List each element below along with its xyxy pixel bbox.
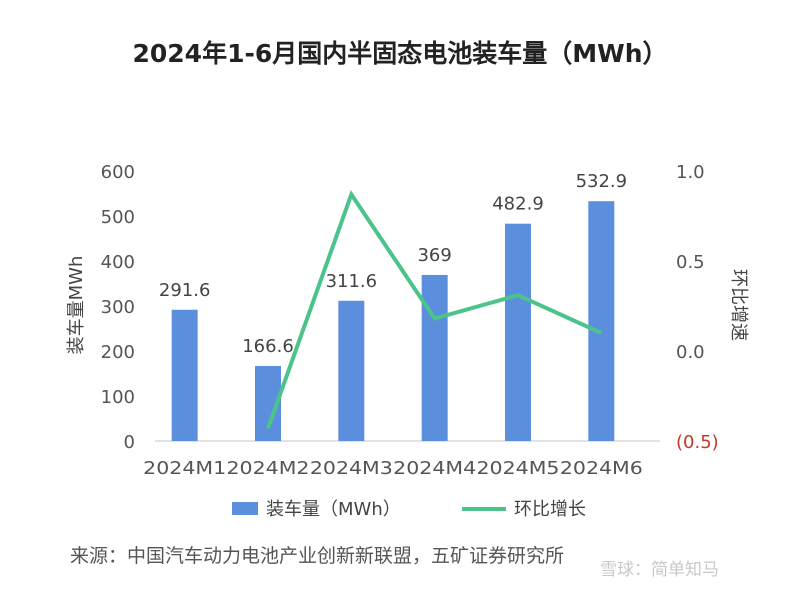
bar-data-label: 369 <box>417 245 451 266</box>
bar-2024M4 <box>421 274 448 441</box>
bar-data-label: 166.6 <box>242 336 294 357</box>
y2-axis-label: 环比增速 <box>728 269 749 341</box>
x-tick-label: 2024M2 <box>227 458 310 479</box>
legend-label-line: 环比增长 <box>514 499 586 520</box>
y-axis-label: 装车量MWh <box>66 256 87 355</box>
chart-title: 2024年1-6月国内半固态电池装车量（MWh） <box>133 39 668 68</box>
bar-data-label: 311.6 <box>326 271 378 292</box>
y-tick-label: 400 <box>101 252 135 273</box>
watermark: 雪球：简单知马 <box>600 560 719 580</box>
bar-2024M5 <box>505 223 531 441</box>
bar-2024M3 <box>338 300 365 441</box>
bar-2024M1 <box>171 309 198 441</box>
y-tick-label: 500 <box>101 207 135 228</box>
x-tick-label: 2024M5 <box>477 458 560 479</box>
bar-2024M6 <box>588 201 615 441</box>
legend: 装车量（MWh） 环比增长 <box>232 499 586 520</box>
x-tick-label: 2024M6 <box>560 458 643 479</box>
bar-data-label: 532.9 <box>576 171 628 192</box>
y2-tick-label: 0.5 <box>676 252 705 273</box>
y2-tick-label: 1.0 <box>676 162 705 183</box>
y-tick-label: 0 <box>124 432 135 453</box>
legend-swatch-bar <box>232 502 258 515</box>
source-note: 来源：中国汽车动力电池产业创新新联盟，五矿证券研究所 <box>70 545 564 567</box>
legend-label-bar: 装车量（MWh） <box>266 499 401 520</box>
y2-tick-label: (0.5) <box>676 432 719 453</box>
y-tick-label: 100 <box>101 387 135 408</box>
x-tick-label: 2024M4 <box>393 458 476 479</box>
x-tick-label: 2024M1 <box>143 458 226 479</box>
y-tick-label: 200 <box>101 342 135 363</box>
bar-data-label: 291.6 <box>159 280 211 301</box>
bar-data-label: 482.9 <box>492 194 544 215</box>
y-tick-label: 600 <box>101 162 135 183</box>
y-tick-label: 300 <box>101 297 135 318</box>
y2-tick-label: 0.0 <box>676 342 705 363</box>
x-tick-label: 2024M3 <box>310 458 393 479</box>
